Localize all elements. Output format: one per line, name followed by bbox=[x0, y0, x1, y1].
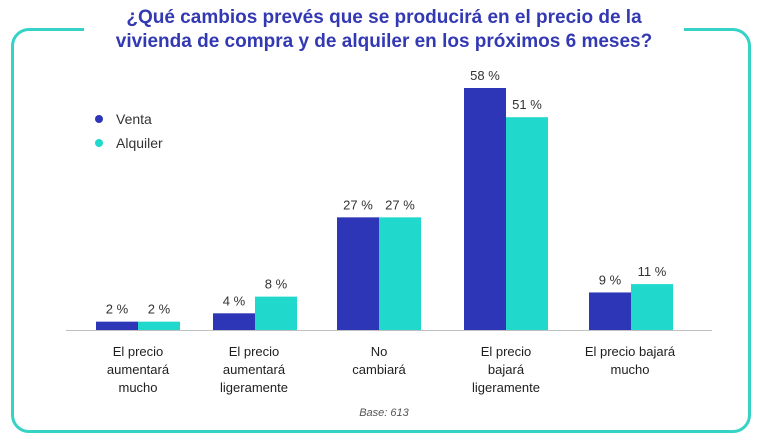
chart-title: ¿Qué cambios prevés que se producirá en … bbox=[84, 6, 684, 54]
legend: Venta Alquiler bbox=[95, 107, 163, 155]
data-label-venta-bajara-ligeramente: 58 % bbox=[470, 68, 500, 83]
category-label-aumentara-ligeramente: El precio aumentará ligeramente bbox=[220, 344, 288, 395]
bar-alquiler-bajara-mucho bbox=[631, 284, 673, 330]
bar-venta-bajara-mucho bbox=[589, 292, 631, 330]
bar-venta-bajara-ligeramente bbox=[464, 88, 506, 330]
bar-alquiler-no-cambiara bbox=[379, 217, 421, 330]
data-label-alquiler-bajara-mucho: 11 % bbox=[638, 264, 667, 279]
category-label-aumentara-mucho: El precio aumentará mucho bbox=[106, 344, 170, 395]
base-note: Base: 613 bbox=[359, 407, 409, 419]
bar-venta-no-cambiara bbox=[337, 217, 379, 330]
legend-label-alquiler: Alquiler bbox=[116, 135, 163, 151]
data-label-alquiler-bajara-ligeramente: 51 % bbox=[512, 97, 542, 112]
chart-title-line-2: vivienda de compra y de alquiler en los … bbox=[115, 31, 653, 52]
bar-alquiler-aumentara-mucho bbox=[138, 321, 180, 330]
data-label-alquiler-aumentara-mucho: 2 % bbox=[148, 302, 171, 317]
category-label-no-cambiara: No cambiará bbox=[352, 344, 406, 377]
category-label-bajara-mucho: El precio bajará mucho bbox=[584, 344, 676, 377]
category-label-bajara-ligeramente: El precio bajará ligeramente bbox=[472, 344, 540, 395]
data-label-venta-no-cambiara: 27 % bbox=[343, 197, 373, 212]
data-label-alquiler-aumentara-ligeramente: 8 % bbox=[265, 277, 288, 292]
bar-venta-aumentara-ligeramente bbox=[213, 313, 255, 330]
data-label-venta-aumentara-mucho: 2 % bbox=[106, 302, 129, 317]
legend-dot-venta bbox=[95, 115, 103, 123]
data-label-venta-bajara-mucho: 9 % bbox=[599, 272, 622, 287]
data-label-alquiler-no-cambiara: 27 % bbox=[385, 197, 415, 212]
legend-item-alquiler: Alquiler bbox=[95, 131, 163, 155]
chart-title-line-1: ¿Qué cambios prevés que se producirá en … bbox=[126, 7, 642, 28]
bar-alquiler-bajara-ligeramente bbox=[506, 117, 548, 330]
bar-venta-aumentara-mucho bbox=[96, 321, 138, 330]
legend-item-venta: Venta bbox=[95, 107, 163, 131]
legend-dot-alquiler bbox=[95, 139, 103, 147]
bar-alquiler-aumentara-ligeramente bbox=[255, 296, 297, 330]
data-label-venta-aumentara-ligeramente: 4 % bbox=[223, 293, 246, 308]
legend-label-venta: Venta bbox=[116, 111, 152, 127]
